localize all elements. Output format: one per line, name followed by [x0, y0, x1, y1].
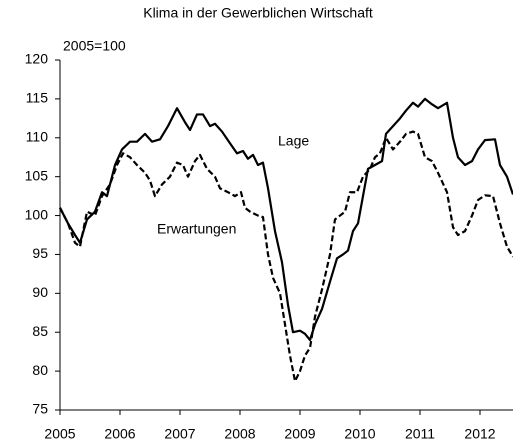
x-tick-label: 2012 — [464, 426, 495, 442]
y-tick-label: 80 — [32, 362, 48, 378]
y-tick-label: 75 — [32, 401, 48, 417]
y-tick-label: 120 — [25, 51, 49, 67]
chart-title: Klima in der Gewerblichen Wirtschaft — [143, 5, 373, 21]
y-tick-label: 115 — [26, 90, 49, 106]
y-tick-label: 95 — [32, 245, 48, 261]
x-tick-label: 2009 — [284, 426, 315, 442]
series-line — [59, 97, 513, 342]
series-label: Lage — [278, 133, 309, 149]
x-tick-label: 2008 — [224, 426, 255, 442]
y-tick-label: 110 — [26, 128, 49, 144]
x-tick-label: 2006 — [104, 426, 135, 442]
x-tick-label: 2010 — [344, 426, 375, 442]
x-tick-label: 2007 — [164, 426, 195, 442]
series-line — [59, 130, 513, 383]
series-label: Erwartungen — [157, 221, 236, 237]
x-tick-label: 2011 — [405, 426, 435, 442]
y-tick-label: 105 — [25, 167, 49, 183]
y-tick-label: 85 — [32, 323, 48, 339]
y-tick-label: 100 — [25, 206, 49, 222]
annotation: 2005=100 — [63, 38, 126, 54]
x-tick-label: 2005 — [44, 426, 75, 442]
y-tick-label: 90 — [32, 284, 48, 300]
